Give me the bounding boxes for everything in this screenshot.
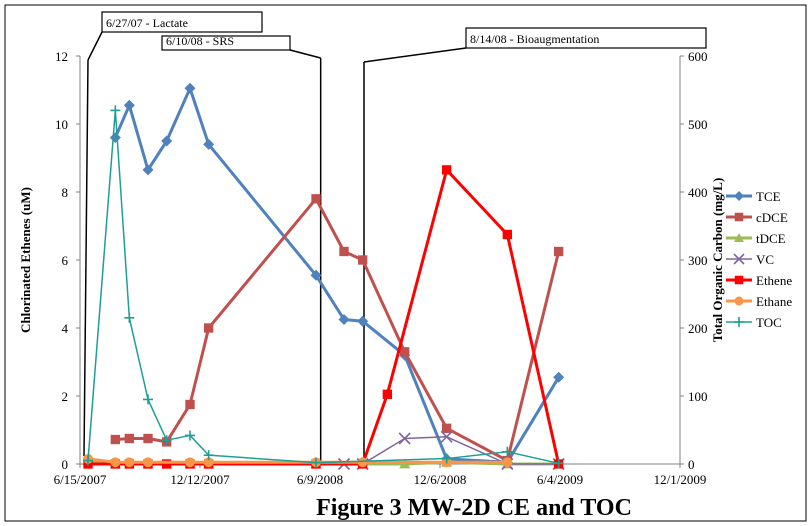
event-leader-line [289,49,321,59]
y-tick-label: 4 [62,321,69,336]
data-point-cdce [203,323,214,333]
data-point-tce [161,135,173,147]
legend-marker-ethene [734,275,744,285]
legend-marker-cdce [734,212,744,222]
x-tick-label: 12/12/2007 [170,472,230,487]
data-point-tce [203,138,215,150]
data-point-toc [83,455,93,466]
data-point-ethene [161,459,172,469]
legend-marker-vc [733,253,745,265]
data-point-tce [184,82,196,94]
data-point-cdce [124,433,135,444]
data-point-cdce [185,399,195,410]
data-point-cdce [357,255,368,265]
data-point-toc [143,394,153,405]
data-point-cdce [110,434,121,445]
y-axis-title: Chlorinated Ethenes (uM) [18,187,33,333]
data-point-cdce [339,246,349,257]
data-point-ethene [441,165,452,175]
x-tick-label: 12/1/2009 [654,472,707,487]
data-point-cdce [553,246,564,257]
data-point-toc [185,430,195,441]
data-point-cdce [143,433,153,444]
data-point-ethene [502,229,513,240]
y2-tick-label: 400 [688,185,708,200]
data-point-tce [553,371,565,383]
y-tick-label: 2 [62,389,69,404]
chart-caption: Figure 3 MW-2D CE and TOC [316,495,632,521]
chart-frame [4,4,807,522]
data-point-toc [502,446,513,457]
event-leader-line [363,47,467,63]
x-tick-label: 12/6/2008 [414,472,467,487]
data-point-tce [123,99,135,111]
y2-tick-label: 600 [688,49,708,64]
data-point-tce [142,164,154,176]
event-label-box [161,35,291,51]
series-toc [83,105,564,469]
legend-marker-ethane [734,296,744,306]
event-leader-line [87,31,103,61]
y-tick-label: 0 [62,457,69,472]
data-point-toc [203,450,214,461]
y-tick-label: 6 [62,253,69,268]
data-point-vc [398,432,411,445]
data-point-ethane [203,457,214,468]
data-point-toc [553,458,564,469]
data-point-tce [357,315,369,327]
event-label-box [465,27,707,49]
y-tick-label: 10 [55,117,68,132]
legend-label-toc: TOC [756,315,782,330]
x-tick-label: 6/9/2008 [297,472,343,487]
data-point-vc [440,430,453,443]
legend-label-ethane: Ethane [756,294,792,309]
data-point-cdce [399,347,410,357]
event-layer: 6/27/07 - Lactate 6/10/08 - SRS 8/14/08 - … [83,11,707,464]
y2-tick-label: 0 [688,457,695,472]
data-point-ethane [124,457,135,468]
tick-layer: 6/15/2007 12/12/2007 6/9/2008 12/6/2008 6/4/… [54,49,708,487]
data-point-cdce [441,423,452,433]
legend: TCE cDCE tDCE VC Ethene Ethane TOC [726,189,792,330]
y2-tick-label: 300 [688,253,708,268]
y2-tick-label: 500 [688,117,708,132]
data-point-tce [310,269,322,281]
legend-label-vc: VC [756,252,774,267]
data-point-ethane [185,457,195,468]
data-point-toc [441,453,452,464]
y2-tick-label: 200 [688,321,708,336]
data-point-toc [311,457,321,468]
data-point-ethene [382,389,393,399]
y-tick-label: 8 [62,185,69,200]
legend-label-tdce: tDCE [756,231,786,246]
data-point-toc [124,312,135,323]
y2-tick-label: 100 [688,389,708,404]
legend-label-tce: TCE [756,189,781,204]
event-line [83,59,89,457]
y2-axis-title: Total Organic Carbon (mg/L) [710,178,725,343]
data-point-ethane [110,457,121,468]
data-point-ethane [502,457,513,468]
legend-marker-toc [734,317,744,327]
data-point-toc [110,105,121,116]
series-line-ethane [87,457,508,464]
event-label: 8/14/08 - Bioaugmentation [470,32,599,46]
event-label: 6/27/07 - Lactate [106,16,188,30]
legend-label-cdce: cDCE [756,210,788,225]
data-point-toc [161,435,172,446]
x-tick-label: 6/4/2009 [537,472,583,487]
data-point-ethane [357,457,368,468]
legend-marker-tdce [734,233,744,242]
series-layer [82,82,565,471]
legend-marker-tce [734,191,744,201]
data-point-ethane [143,457,153,468]
data-point-tce [338,314,350,325]
y-tick-label: 12 [55,49,68,64]
event-label-box [101,11,263,33]
event-label: 6/10/08 - SRS [166,34,234,48]
legend-label-ethene: Ethene [756,273,792,288]
x-tick-label: 6/15/2007 [54,472,107,487]
data-point-cdce [311,194,321,204]
